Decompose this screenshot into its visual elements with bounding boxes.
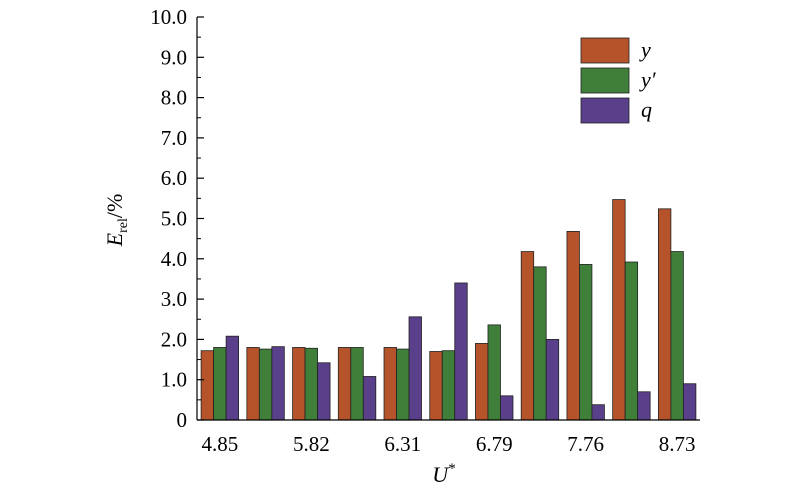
y-ticks-group: 0 1.0 2.0 3.0 4.0 5.0 6.0 7.0 8.0 9.0 10.0 bbox=[150, 5, 204, 432]
y-tick-label: 8.0 bbox=[161, 86, 187, 110]
legend-swatch-0 bbox=[580, 37, 630, 64]
bar-q-4.85 bbox=[225, 335, 240, 421]
bar-y-8.25 bbox=[612, 199, 626, 421]
bar-y-6.79 bbox=[475, 343, 489, 421]
bar-q-7.76 bbox=[591, 404, 605, 421]
legend-swatch-2 bbox=[580, 97, 630, 124]
y-tick-label: 6.0 bbox=[161, 166, 187, 190]
x-tick-label: 7.76 bbox=[567, 432, 604, 456]
y-tick-label: 9.0 bbox=[161, 45, 187, 69]
bar-y-6.55 bbox=[429, 351, 443, 421]
bar-y-5.82 bbox=[292, 347, 306, 421]
y-tick-label: 2.0 bbox=[161, 327, 187, 351]
bar-y′-8.73 bbox=[670, 251, 684, 421]
bar-q-8.25 bbox=[637, 391, 651, 421]
bar-y-6.31 bbox=[383, 347, 397, 421]
y-tick-label: 5.0 bbox=[161, 207, 187, 231]
bar-q-7.28 bbox=[545, 338, 560, 421]
y-tick-label: 7.0 bbox=[161, 126, 187, 150]
legend: y y′ q bbox=[580, 37, 657, 124]
bar-y′-7.76 bbox=[579, 264, 593, 421]
bar-y-7.76 bbox=[566, 230, 580, 421]
bar-y′-6.55 bbox=[441, 350, 456, 421]
bar-y′-6.79 bbox=[487, 324, 501, 421]
y-tick-label: 4.0 bbox=[161, 247, 187, 271]
x-axis-label: U* bbox=[432, 461, 455, 487]
y-tick-label: 3.0 bbox=[161, 287, 187, 311]
bar-y-4.85 bbox=[200, 350, 215, 421]
y-axis-label-sub: rel bbox=[116, 218, 131, 233]
x-tick-label: 6.31 bbox=[384, 432, 421, 456]
x-tick-label: 5.82 bbox=[293, 432, 330, 456]
bar-q-6.31 bbox=[408, 316, 422, 421]
bar-y′-4.85 bbox=[213, 347, 227, 421]
bar-q-6.55 bbox=[454, 282, 468, 421]
x-axis-label-sup: * bbox=[448, 461, 456, 477]
y-tick-label: 10.0 bbox=[150, 5, 187, 29]
bars-group bbox=[200, 199, 697, 421]
x-tick-label: 6.79 bbox=[476, 432, 513, 456]
y-axis-label-main: E bbox=[102, 232, 127, 247]
y-tick-label: 0 bbox=[177, 408, 188, 432]
bar-y′-6.07 bbox=[350, 347, 364, 421]
bar-y′-5.82 bbox=[304, 347, 318, 421]
bar-y-8.73 bbox=[657, 208, 672, 421]
legend-label-2: q bbox=[641, 97, 652, 122]
legend-label-1: y′ bbox=[639, 67, 657, 92]
y-axis-label-suffix: /% bbox=[102, 194, 127, 218]
bar-y′-8.25 bbox=[624, 261, 639, 421]
bar-q-6.79 bbox=[500, 395, 514, 421]
y-tick-label: 1.0 bbox=[161, 368, 187, 392]
bar-y′-6.31 bbox=[396, 348, 410, 421]
bar-q-5.34 bbox=[271, 346, 285, 421]
bar-q-5.82 bbox=[317, 362, 331, 421]
legend-label-0: y bbox=[639, 37, 651, 62]
bar-q-8.73 bbox=[682, 383, 697, 421]
bar-y-6.07 bbox=[337, 347, 352, 421]
x-tick-label: 4.85 bbox=[201, 432, 238, 456]
legend-swatch-1 bbox=[580, 67, 630, 94]
x-tick-label: 8.73 bbox=[659, 432, 696, 456]
x-axis-label-main: U bbox=[432, 462, 450, 487]
bar-y′-7.28 bbox=[533, 266, 547, 421]
bar-y′-5.34 bbox=[258, 348, 273, 421]
bar-q-6.07 bbox=[362, 376, 377, 421]
x-ticks-group: 4.85 5.82 6.31 6.79 7.76 8.73 bbox=[201, 432, 695, 456]
bar-y-5.34 bbox=[246, 347, 260, 421]
y-axis-label: Erel/% bbox=[102, 194, 131, 248]
bar-y-7.28 bbox=[520, 251, 535, 421]
